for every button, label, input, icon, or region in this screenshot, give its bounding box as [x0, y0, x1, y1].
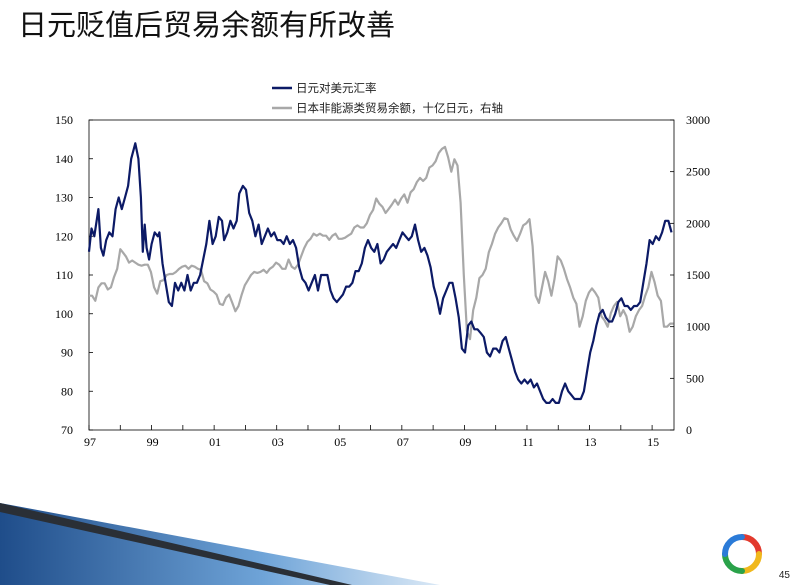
legend-label-trade: 日本非能源类贸易余额，十亿日元，右轴 [296, 101, 503, 115]
legend-label-jpy: 日元对美元汇率 [296, 81, 377, 95]
x-tick-label: 13 [585, 435, 597, 449]
y-right-tick-label: 1500 [686, 268, 710, 282]
x-tick-label: 01 [209, 435, 221, 449]
x-tick-label: 99 [147, 435, 159, 449]
swoosh-blue-band [0, 503, 440, 585]
x-tick-label: 05 [334, 435, 346, 449]
y-left-tick-label: 110 [55, 268, 73, 282]
series-line-jpy-usd [87, 142, 673, 404]
y-right-tick-label: 2500 [686, 165, 710, 179]
x-tick-label: 15 [647, 435, 659, 449]
y-left-tick-label: 140 [55, 152, 73, 166]
series-line-trade-balance [89, 145, 674, 341]
legend: 日元对美元汇率 日本非能源类贸易余额，十亿日元，右轴 [272, 81, 503, 115]
y-left-tick-label: 120 [55, 229, 73, 243]
y-right-tick-label: 0 [686, 423, 692, 437]
x-tick-label: 11 [522, 435, 534, 449]
y-left-tick-label: 80 [61, 384, 73, 398]
slide-title: 日元贬值后贸易余额有所改善 [18, 8, 396, 42]
x-tick-label: 03 [272, 435, 284, 449]
x-tick-label: 09 [459, 435, 471, 449]
y-right-tick-label: 1000 [686, 320, 710, 334]
y-left-tick-label: 100 [55, 307, 73, 321]
y-right-tick-label: 3000 [686, 113, 710, 127]
plot-area [87, 142, 674, 404]
x-tick-label: 07 [397, 435, 409, 449]
y-left-tick-label: 130 [55, 191, 73, 205]
page-number: 45 [778, 570, 790, 581]
swoosh-dark-band [0, 503, 352, 585]
y-left-tick-label: 90 [61, 346, 73, 360]
y-right-tick-label: 2000 [686, 216, 710, 230]
axes: 7080901001101201301401500500100015002000… [55, 113, 710, 449]
y-right-tick-label: 500 [686, 371, 704, 385]
y-left-tick-label: 150 [55, 113, 73, 127]
x-tick-label: 97 [84, 435, 96, 449]
y-left-tick-label: 70 [61, 423, 73, 437]
ring-logo-icon [722, 534, 762, 574]
